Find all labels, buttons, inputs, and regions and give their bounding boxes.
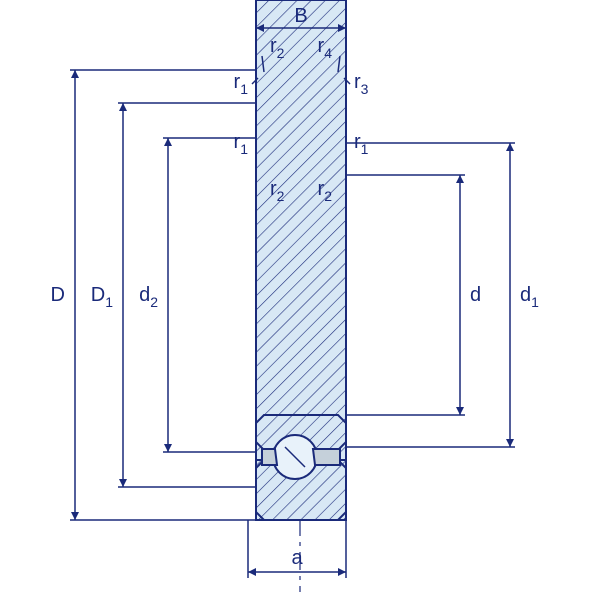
- lbl-r3-outerR: r3: [354, 71, 369, 97]
- lbl-r1-outerL: r1: [234, 71, 249, 97]
- dim-D1: D1: [91, 284, 113, 310]
- dim-d: d: [470, 284, 481, 306]
- dim-B: B: [294, 5, 307, 27]
- dim-D: D: [51, 284, 65, 306]
- dim-d1: d1: [520, 284, 539, 310]
- bearing-diagram: BaDD1d2dd1r2r4r1r3r1r1r2r2: [0, 0, 600, 600]
- lbl-r1-innerL: r1: [234, 131, 249, 157]
- lbl-r1-innerR: r1: [354, 131, 369, 157]
- inner-ring: [256, 0, 346, 460]
- dim-a: a: [291, 547, 303, 569]
- dim-d2: d2: [139, 284, 158, 310]
